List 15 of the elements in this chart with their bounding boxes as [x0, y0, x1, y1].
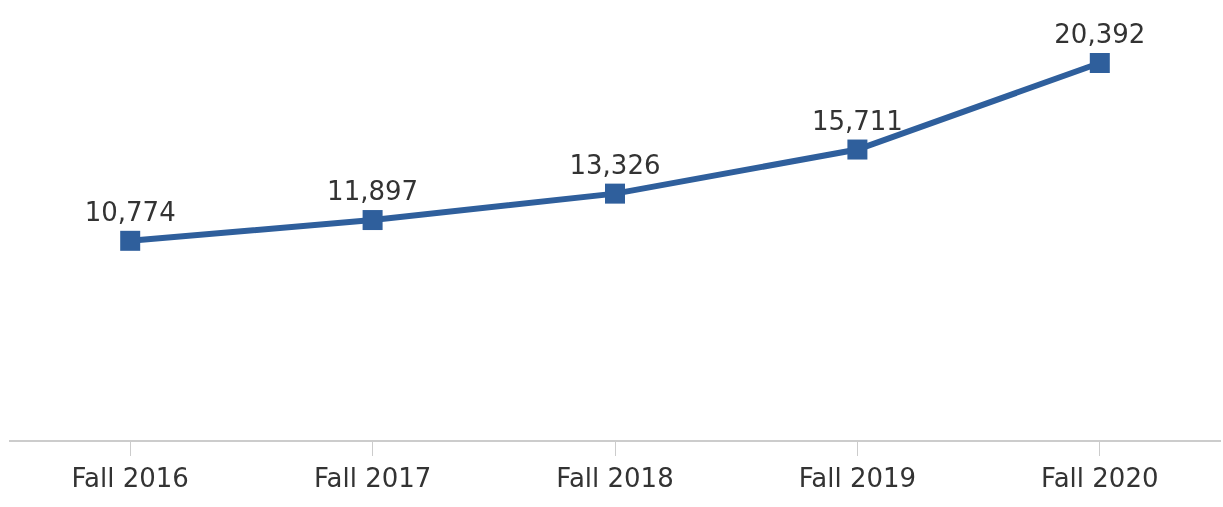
x-tick-label: Fall 2017: [313, 463, 432, 494]
data-label: 15,711: [811, 105, 903, 136]
x-tick-label: Fall 2018: [556, 463, 674, 494]
data-label: 20,392: [1054, 19, 1146, 49]
point: [605, 183, 625, 204]
data-label: 10,774: [84, 196, 176, 227]
point: [1089, 53, 1110, 73]
x-tick-label: Fall 2019: [798, 463, 917, 494]
point: [120, 230, 141, 251]
data-label: 11,897: [327, 176, 419, 207]
point: [362, 210, 383, 231]
x-tick-label: Fall 2020: [1041, 463, 1159, 494]
point: [847, 139, 868, 160]
data-label: 13,326: [569, 149, 661, 180]
x-tick-label: Fall 2016: [71, 463, 189, 494]
